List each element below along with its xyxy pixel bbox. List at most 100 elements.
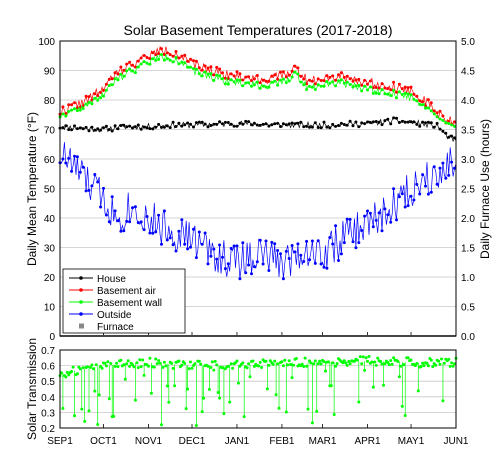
data-point	[67, 373, 71, 377]
data-point	[290, 121, 294, 125]
data-point	[75, 127, 79, 131]
data-point	[400, 192, 404, 196]
data-point	[402, 363, 406, 367]
data-point	[429, 101, 433, 105]
data-point	[271, 362, 275, 366]
data-point	[444, 176, 448, 180]
data-point	[223, 120, 227, 124]
data-point	[337, 79, 340, 83]
data-point	[412, 97, 416, 101]
data-point	[212, 79, 216, 82]
data-point	[189, 122, 192, 126]
data-point	[174, 50, 178, 53]
data-point	[184, 407, 188, 411]
data-point	[290, 75, 294, 79]
data-point	[313, 261, 317, 265]
data-point	[345, 74, 349, 78]
data-point	[421, 361, 425, 365]
data-point	[345, 80, 349, 84]
data-point	[412, 198, 416, 202]
data-point	[255, 80, 259, 84]
data-point	[374, 120, 378, 123]
data-point	[345, 123, 349, 127]
data-point	[64, 114, 68, 118]
data-point	[244, 81, 248, 85]
data-point	[91, 367, 95, 371]
data-point	[171, 243, 175, 247]
data-point	[215, 363, 219, 367]
data-point	[360, 89, 364, 93]
data-point	[360, 362, 364, 366]
data-point	[221, 77, 224, 81]
data-point	[386, 213, 390, 217]
data-point	[113, 364, 117, 368]
x-tick-label: OCT1	[90, 436, 117, 447]
data-point	[418, 99, 422, 103]
data-point	[125, 362, 129, 366]
data-point	[406, 86, 410, 90]
data-point	[107, 128, 111, 131]
data-point	[339, 252, 343, 256]
y-tick-label: 10	[44, 303, 56, 314]
data-point	[229, 78, 233, 82]
data-point	[255, 260, 259, 264]
data-point	[189, 57, 192, 61]
data-point	[284, 249, 288, 253]
data-point	[368, 211, 372, 215]
data-point	[200, 120, 204, 124]
data-point	[167, 400, 171, 404]
data-point	[273, 122, 277, 126]
legend-item: Outside	[69, 310, 132, 321]
data-point	[87, 129, 91, 133]
data-point	[218, 396, 222, 400]
data-point	[139, 127, 143, 131]
data-point	[192, 67, 195, 71]
data-point	[276, 362, 280, 366]
data-point	[157, 57, 161, 61]
data-point	[154, 357, 158, 361]
data-point	[357, 400, 361, 404]
data-point	[89, 365, 92, 369]
data-point	[180, 218, 184, 222]
data-point	[125, 69, 129, 73]
data-point	[289, 363, 293, 366]
data-point	[96, 94, 100, 98]
data-point	[162, 53, 166, 56]
data-point	[93, 96, 97, 100]
data-point	[374, 91, 378, 95]
data-point	[368, 85, 372, 89]
data-point	[218, 74, 222, 78]
data-point	[132, 365, 136, 369]
series-basement-wall	[58, 53, 457, 128]
data-point	[312, 362, 316, 366]
data-point	[252, 265, 256, 269]
data-point	[122, 363, 126, 367]
data-point	[247, 75, 251, 79]
data-point	[310, 421, 314, 425]
data-point	[84, 125, 88, 129]
data-point	[229, 246, 233, 250]
data-point	[273, 73, 277, 77]
data-point	[283, 358, 287, 362]
legend-item: House	[69, 274, 126, 285]
data-point	[252, 121, 256, 125]
x-tick-label: FEB1	[269, 436, 294, 447]
data-point	[310, 239, 314, 243]
data-point	[342, 81, 346, 85]
temperature-panel: 0 10 20 30 40 50 60 70 80 90 100 0.0 0.5 1.0 1.5 2.0 2.5…	[38, 37, 475, 343]
data-point	[421, 120, 425, 124]
x-tick-label: MAR1	[309, 436, 337, 447]
data-point	[190, 366, 194, 370]
data-point	[316, 83, 320, 87]
data-point	[71, 365, 75, 369]
data-point	[200, 68, 204, 72]
data-point	[441, 114, 445, 118]
data-point	[357, 77, 361, 81]
data-point	[395, 90, 398, 94]
y-tick-label: 0.6	[41, 362, 55, 373]
data-point	[441, 399, 445, 403]
data-point	[250, 84, 253, 88]
data-point	[318, 359, 322, 363]
